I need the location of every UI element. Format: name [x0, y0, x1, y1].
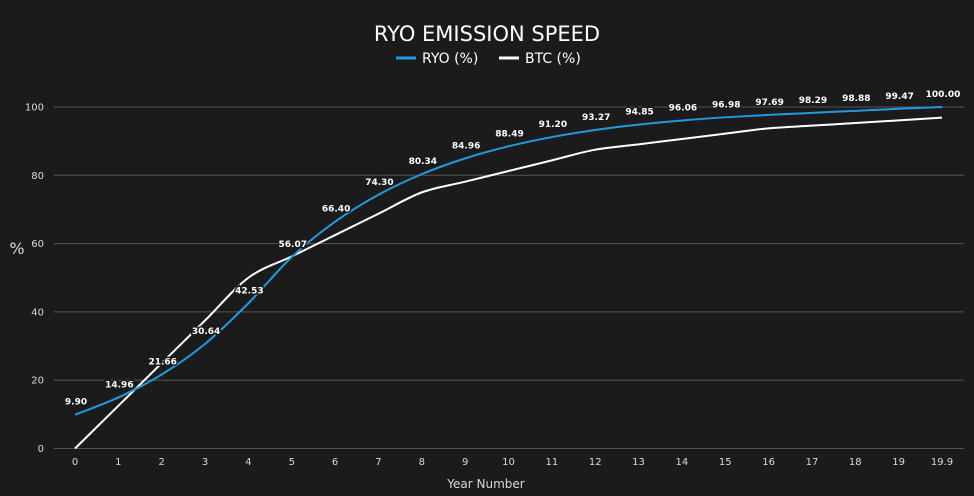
gridlines [54, 106, 964, 449]
data-label-ryo: 91.20 [539, 120, 567, 130]
data-label-ryo: 96.98 [712, 100, 740, 110]
x-tick-label: 6 [332, 457, 338, 468]
x-tick-label: 13 [632, 457, 645, 468]
data-label-ryo: 99.47 [885, 92, 913, 102]
legend-label-btc: BTC (%) [525, 51, 581, 67]
series-line-btc [74, 116, 943, 450]
data-label-ryo: 66.40 [322, 205, 350, 215]
data-label-ryo: 97.69 [755, 98, 783, 108]
chart-title: RYO EMISSION SPEED [374, 22, 600, 46]
x-tick-label: 16 [762, 457, 775, 468]
x-tick-label: 12 [589, 457, 602, 468]
y-tick-label: 80 [31, 171, 44, 182]
data-label-ryo: 42.53 [235, 286, 263, 296]
data-label-ryo: 80.34 [409, 157, 437, 167]
x-tick-label: 0 [72, 457, 78, 468]
data-label-ryo: 30.64 [192, 327, 220, 337]
data-label-ryo: 21.66 [148, 358, 176, 368]
x-tick-label: 14 [676, 457, 689, 468]
y-tick-label: 100 [25, 103, 44, 114]
x-tick-label: 3 [202, 457, 208, 468]
x-axis-ticks: 0 1 2 3 4 5 6 7 8 9 10 11 12 13 14 15 16 17 18 19 19.9 [72, 457, 953, 468]
x-tick-label: 8 [419, 457, 425, 468]
data-labels: 9.90 14.96 21.66 30.64 42.53 56.07 66.40 74.30 8… [63, 89, 961, 410]
x-tick-label: 17 [806, 457, 819, 468]
data-label-ryo: 74.30 [365, 178, 393, 188]
x-tick-label: 2 [159, 457, 165, 468]
x-tick-label: 5 [289, 457, 295, 468]
y-tick-label: 40 [31, 307, 44, 318]
data-label-ryo: 88.49 [495, 129, 523, 139]
x-tick-label: 11 [545, 457, 558, 468]
y-tick-label: 0 [38, 444, 44, 455]
y-tick-label: 60 [31, 239, 44, 250]
x-tick-label: 19 [892, 457, 905, 468]
data-label-ryo: 94.85 [625, 108, 653, 118]
x-axis-label: Year Number [446, 477, 524, 491]
data-label-ryo: 98.29 [799, 96, 827, 106]
y-axis-ticks: 0 20 40 60 80 100 [25, 103, 44, 456]
x-tick-label: 1 [115, 457, 121, 468]
x-tick-label: 10 [502, 457, 515, 468]
y-tick-label: 20 [31, 376, 44, 387]
x-tick-label: 18 [849, 457, 862, 468]
legend-label-ryo: RYO (%) [422, 51, 478, 67]
data-label-ryo: 84.96 [452, 141, 480, 151]
data-label-ryo: 100.00 [926, 90, 961, 100]
series-line-ryo [74, 106, 943, 416]
data-label-ryo: 9.90 [65, 398, 87, 408]
y-axis-label: % [9, 239, 24, 258]
x-tick-label: 7 [375, 457, 381, 468]
x-tick-label: 19.9 [931, 457, 953, 468]
x-tick-label: 15 [719, 457, 732, 468]
legend: RYO (%) BTC (%) [396, 51, 581, 67]
data-label-ryo: 93.27 [582, 113, 610, 123]
x-tick-label: 9 [462, 457, 468, 468]
data-label-ryo: 56.07 [279, 240, 307, 250]
series-lines [74, 106, 943, 450]
data-label-ryo: 14.96 [105, 380, 133, 390]
data-label-ryo: 98.88 [842, 94, 870, 104]
x-tick-label: 4 [245, 457, 251, 468]
data-label-ryo: 96.06 [669, 103, 697, 113]
